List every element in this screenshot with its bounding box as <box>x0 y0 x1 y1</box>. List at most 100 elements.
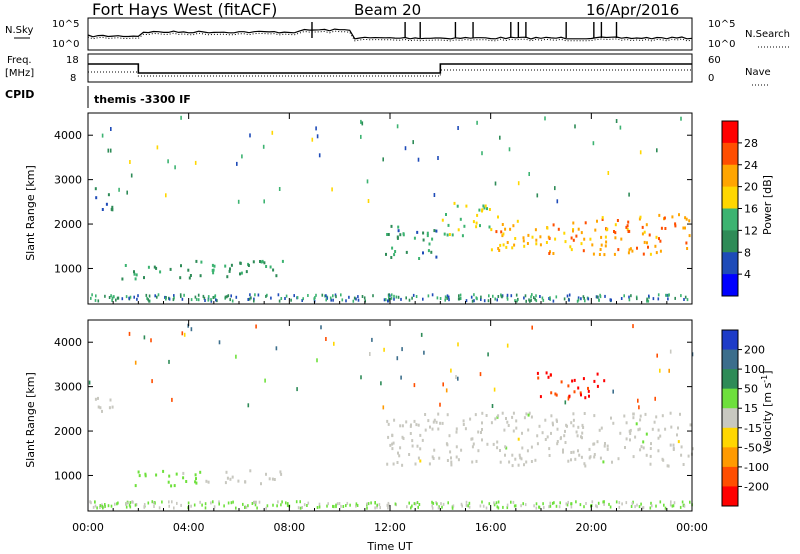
echo-cell <box>628 298 631 302</box>
echo-cell <box>393 418 396 422</box>
echo-cell <box>639 448 642 452</box>
echo-cell <box>562 450 564 454</box>
echo-cell <box>604 235 607 239</box>
echo-cell <box>189 274 192 277</box>
echo-cell <box>439 402 441 407</box>
velocity-colorbar-tick-label: 15 <box>744 402 758 415</box>
echo-cell <box>104 503 106 506</box>
echo-cell <box>637 428 640 432</box>
echo-cell <box>654 396 656 401</box>
echo-cell <box>481 208 484 212</box>
echo-cell <box>253 500 256 504</box>
echo-cell <box>525 299 527 303</box>
echo-cell <box>514 504 517 508</box>
echo-cell <box>176 501 178 505</box>
echo-cell <box>241 154 243 159</box>
echo-cell <box>531 293 533 297</box>
echo-cell <box>416 501 419 504</box>
echo-cell <box>376 505 378 509</box>
echo-cell <box>145 293 148 297</box>
echo-cell <box>600 426 603 430</box>
echo-cell <box>379 506 381 510</box>
echo-cell <box>340 504 342 508</box>
power-panel: 1000 2000 3000 4000 Slant Range [km] <box>24 112 693 305</box>
echo-cell <box>598 253 601 256</box>
power-y-axis-label: Slant Range [km] <box>24 165 37 261</box>
echo-cell <box>579 503 582 507</box>
echo-cell <box>370 501 372 505</box>
echo-cell <box>551 501 554 505</box>
echo-cell <box>357 298 360 302</box>
echo-cell <box>460 448 463 452</box>
echo-cell <box>596 440 599 444</box>
echo-cell <box>96 506 98 510</box>
echo-cell <box>649 447 652 450</box>
echo-cell <box>642 440 645 444</box>
echo-cell <box>411 504 413 508</box>
echo-cell <box>582 377 585 381</box>
echo-cell <box>115 298 117 302</box>
echo-cell <box>639 418 642 422</box>
echo-cell <box>441 505 443 509</box>
echo-cell <box>550 431 552 435</box>
echo-cell <box>412 140 414 145</box>
echo-cell <box>199 470 202 474</box>
echo-cell <box>431 506 434 510</box>
echo-cell <box>249 469 252 473</box>
echo-cell <box>460 502 463 506</box>
echo-cell <box>355 504 357 508</box>
echo-cell <box>216 299 218 303</box>
echo-cell <box>596 384 599 388</box>
echo-cell <box>90 501 92 505</box>
echo-cell <box>254 503 257 507</box>
echo-cell <box>419 447 422 451</box>
echo-cell <box>464 427 467 431</box>
echo-cell <box>479 224 481 228</box>
echo-cell <box>497 215 499 219</box>
echo-cell <box>125 295 128 299</box>
echo-cell <box>457 458 460 462</box>
echo-cell <box>457 228 460 232</box>
echo-cell <box>156 295 158 299</box>
echo-cell <box>200 260 203 264</box>
echo-cell <box>487 299 490 303</box>
echo-cell <box>104 504 106 508</box>
echo-cell <box>496 446 499 450</box>
echo-cell <box>636 297 638 301</box>
echo-cell <box>411 439 414 443</box>
echo-cell <box>636 503 638 507</box>
echo-cell <box>388 295 390 299</box>
echo-cell <box>566 503 569 507</box>
echo-cell <box>94 397 97 401</box>
velocity-panel: 1000 2000 3000 4000 Slant Range [km] <box>24 319 694 512</box>
echo-cell <box>643 240 646 244</box>
echo-cell <box>495 501 498 505</box>
echo-cell <box>553 501 555 505</box>
echo-cell <box>147 298 149 302</box>
echo-cell <box>539 235 542 239</box>
echo-cell <box>541 431 544 435</box>
velocity-y-tick-label: 1000 <box>54 469 82 482</box>
echo-cell <box>225 470 228 474</box>
echo-cell <box>144 474 147 478</box>
echo-cell <box>416 230 419 234</box>
echo-cell <box>547 235 550 239</box>
echo-cell <box>329 296 332 300</box>
echo-cell <box>475 221 478 225</box>
echo-cell <box>596 372 599 376</box>
echo-cell <box>593 453 596 456</box>
echo-cell <box>536 434 539 438</box>
echo-cell <box>496 298 498 302</box>
echo-cell <box>360 134 362 139</box>
echo-cell <box>564 240 567 244</box>
echo-cell <box>490 248 493 252</box>
echo-cell <box>173 506 175 510</box>
echo-cell <box>650 501 652 505</box>
station-title: Fort Hays West (fitACF) <box>92 0 277 19</box>
echo-cell <box>676 433 678 437</box>
echo-cell <box>495 230 498 234</box>
echo-cell <box>101 504 103 508</box>
echo-cell <box>457 126 459 130</box>
echo-cell <box>544 438 547 441</box>
echo-cell <box>497 506 500 510</box>
